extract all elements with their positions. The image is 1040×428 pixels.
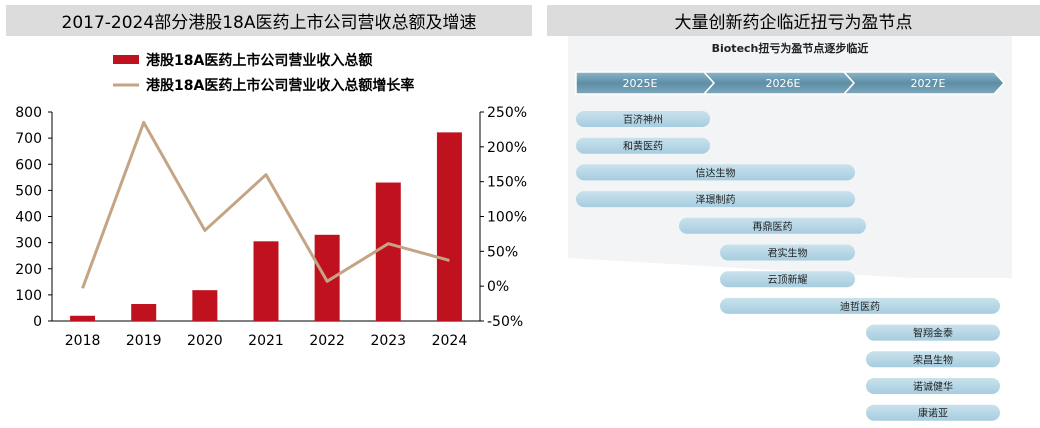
right-tick-label: 250% <box>487 105 527 121</box>
profitability-roadmap: Biotech扭亏为盈节点逐步临近 2025E 2026E 2027E 百济神州和黄医药… <box>568 36 1012 421</box>
x-tick-label: 2018 <box>65 333 101 349</box>
right-tick-label: 50% <box>487 244 518 260</box>
company-bar <box>866 404 1000 421</box>
left-tick-label: 700 <box>15 131 42 147</box>
right-chart-title: 大量创新药企临近扭亏为盈节点 <box>547 5 1040 36</box>
company-label: 诺诚健华 <box>913 380 953 393</box>
company-label: 智翔金泰 <box>913 327 953 340</box>
phase-label: 2025E <box>623 77 658 90</box>
revenue-bar <box>436 132 462 321</box>
company-label: 和黄医药 <box>623 140 663 153</box>
phase-label: 2027E <box>911 77 946 90</box>
phase-label: 2026E <box>766 77 801 90</box>
left-tick-label: 500 <box>15 183 42 199</box>
company-label: 百济神州 <box>623 113 663 126</box>
company-label: 再鼎医药 <box>753 221 793 233</box>
company-label: 荣昌生物 <box>913 353 953 366</box>
left-tick-label: 0 <box>33 314 42 330</box>
company-bar <box>576 137 710 154</box>
revenue-bar <box>192 290 218 321</box>
right-tick-label: 100% <box>487 210 527 226</box>
right-tick-label: 0% <box>487 279 509 295</box>
legend-bar-swatch <box>113 55 139 64</box>
company-label: 君实生物 <box>768 247 808 260</box>
revenue-bar <box>314 234 340 321</box>
revenue-bar <box>131 304 157 321</box>
roadmap-title: Biotech扭亏为盈节点逐步临近 <box>712 41 869 55</box>
right-tick-label: -50% <box>487 314 523 330</box>
company-bar <box>679 217 866 234</box>
company-label: 迪哲医药 <box>840 301 880 313</box>
company-bar <box>576 164 855 181</box>
company-bar <box>866 378 1000 394</box>
left-tick-label: 600 <box>15 157 42 173</box>
company-bar <box>576 191 855 208</box>
revenue-bar <box>70 315 96 321</box>
x-tick-label: 2020 <box>187 333 223 349</box>
left-tick-label: 200 <box>15 262 42 278</box>
legend-line-label: 港股18A医药上市公司营业收入总额增长率 <box>146 77 414 94</box>
left-tick-label: 100 <box>15 288 42 304</box>
right-tick-label: 150% <box>487 175 527 191</box>
roadmap-background <box>568 36 1012 278</box>
left-tick-label: 300 <box>15 236 42 252</box>
company-bar <box>720 244 855 261</box>
x-tick-label: 2024 <box>432 333 468 349</box>
left-tick-label: 800 <box>15 105 42 121</box>
company-label: 信达生物 <box>696 166 736 179</box>
company-bar <box>866 351 1000 368</box>
x-tick-label: 2023 <box>370 333 406 349</box>
right-tick-label: 200% <box>487 140 527 156</box>
company-bar <box>720 297 1000 314</box>
left-tick-label: 400 <box>15 210 42 226</box>
x-tick-label: 2021 <box>248 333 284 349</box>
x-tick-label: 2019 <box>126 333 162 349</box>
revenue-bar <box>253 241 279 321</box>
company-bar <box>576 111 710 127</box>
growth-rate-line <box>81 120 450 289</box>
x-tick-label: 2022 <box>309 333 345 349</box>
legend-bar-label: 港股18A医药上市公司营业收入总额 <box>146 52 372 69</box>
company-bar <box>866 324 1000 341</box>
left-chart-title: 2017-2024部分港股18A医药上市公司营收总额及增速 <box>6 5 532 36</box>
company-label: 云顶新耀 <box>768 273 808 286</box>
company-label: 泽璟制药 <box>696 193 736 206</box>
phase-arrow <box>842 71 1006 95</box>
revenue-bar <box>375 182 401 321</box>
company-label: 康诺亚 <box>918 407 948 420</box>
company-bar <box>720 271 855 288</box>
